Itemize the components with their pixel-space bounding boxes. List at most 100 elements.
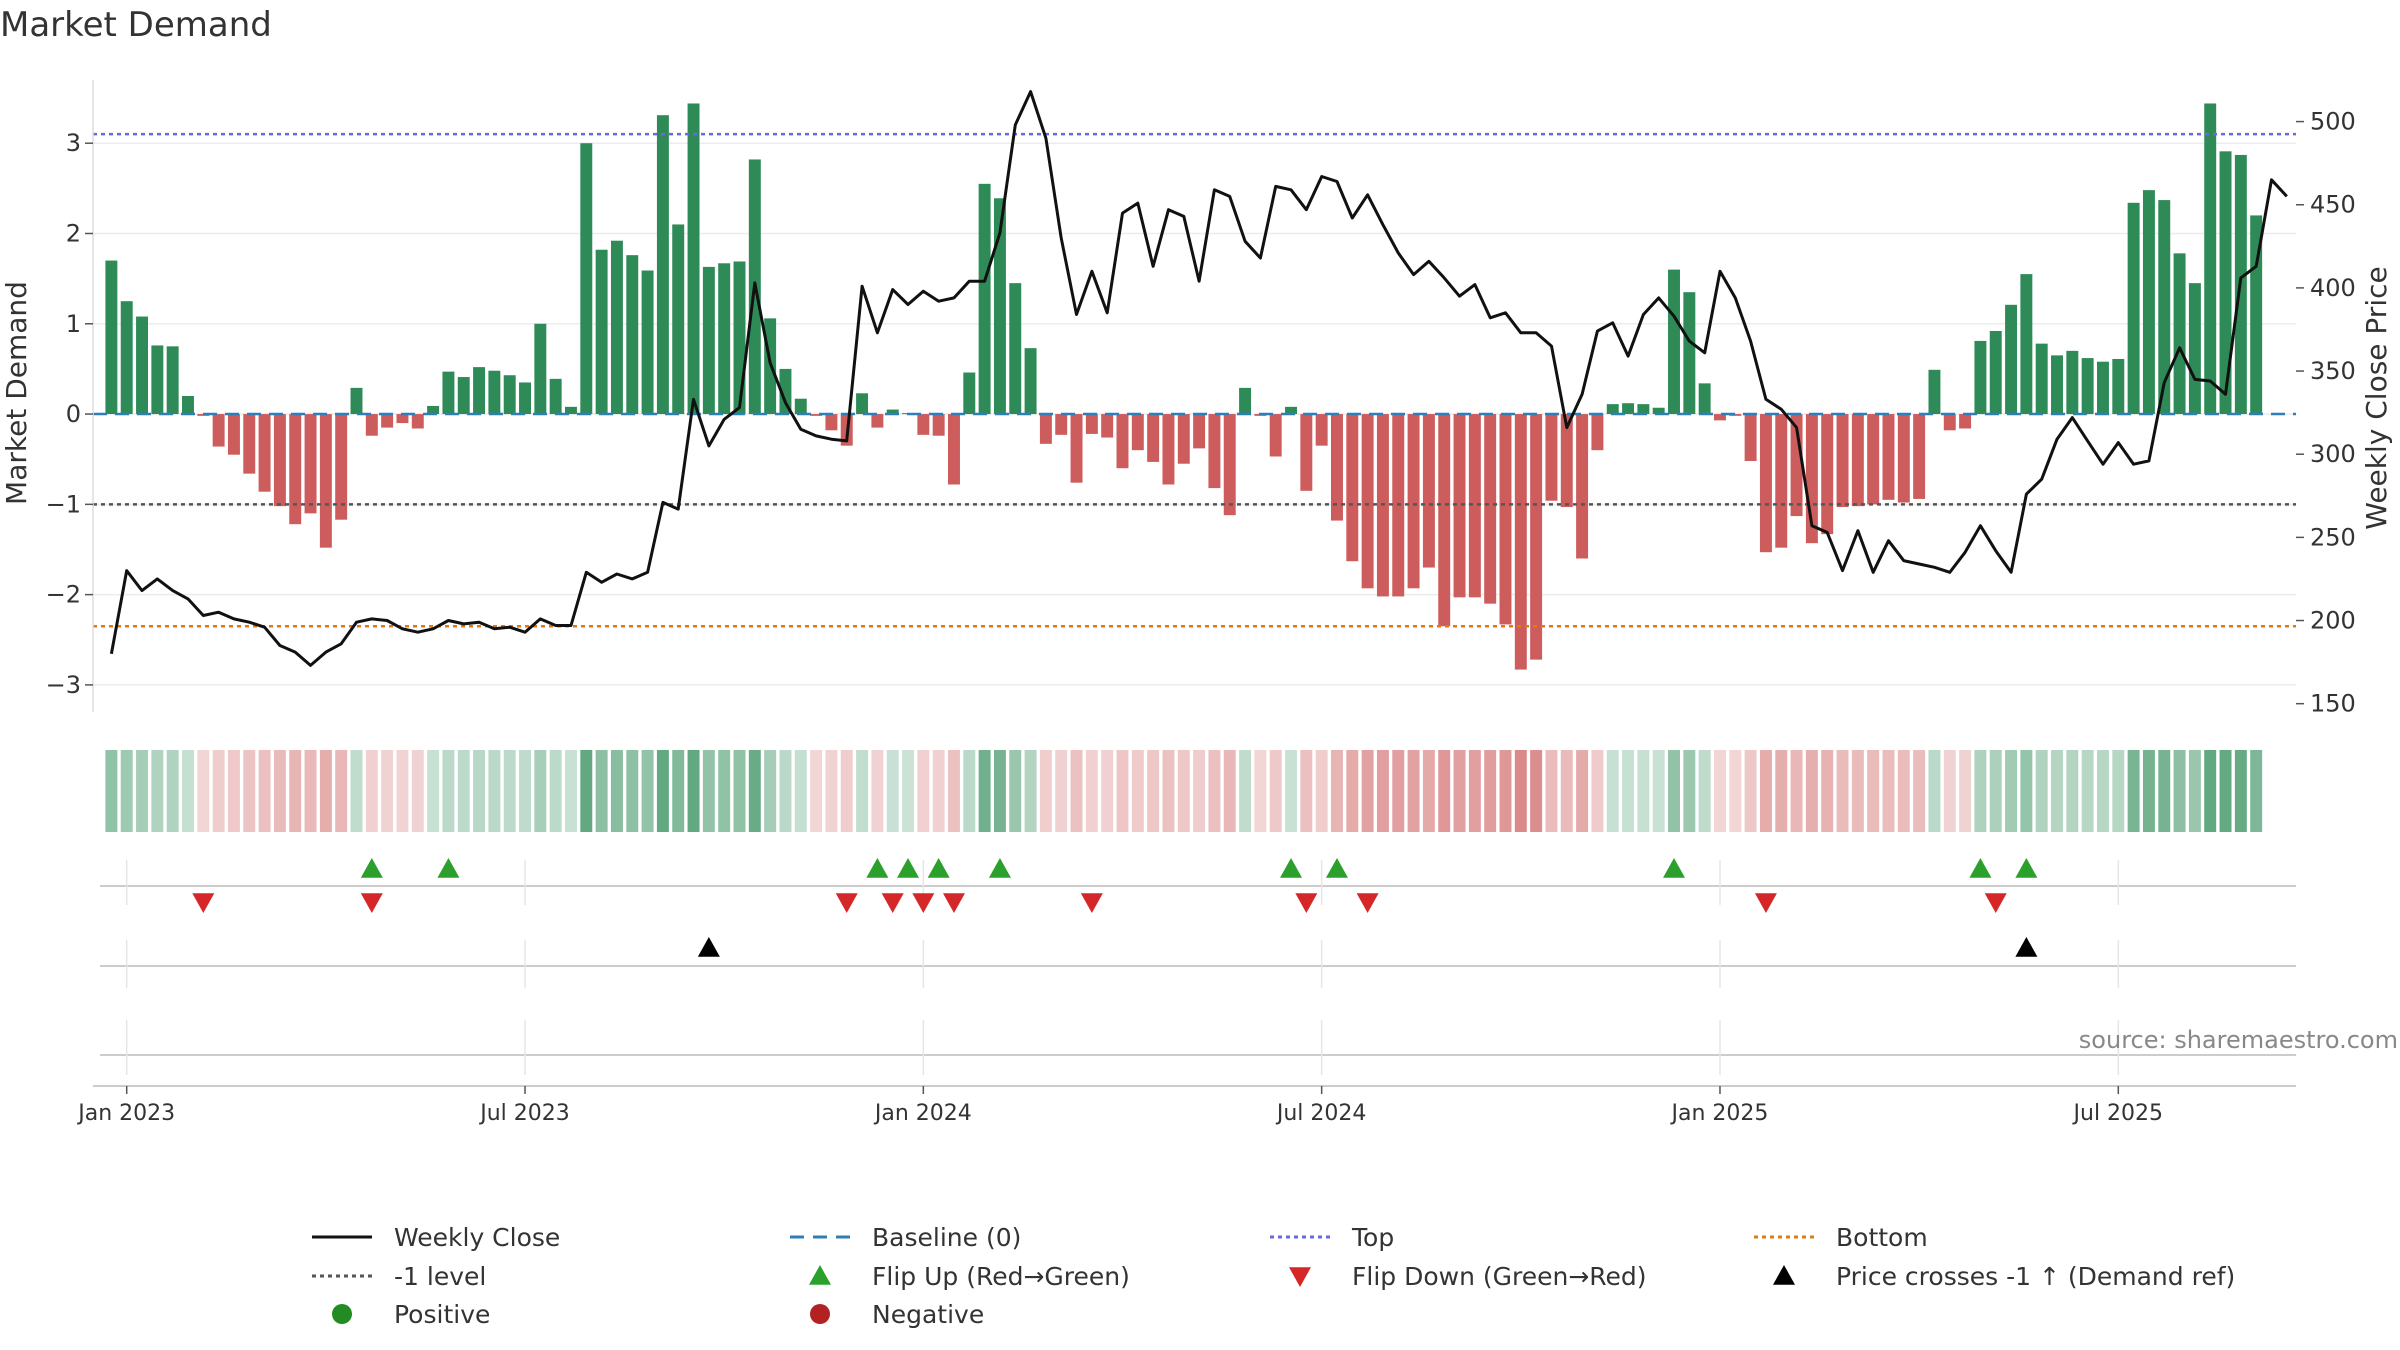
demand-bar	[565, 406, 577, 415]
x-tick-label: Jan 2023	[76, 1101, 175, 1126]
demand-bar	[1177, 414, 1190, 464]
heat-cell	[1759, 750, 1772, 832]
demand-bar	[136, 316, 148, 415]
demand-bar	[1943, 414, 1956, 431]
heat-cell	[1009, 750, 1022, 832]
heat-cell	[304, 750, 317, 832]
flip-up-marker	[897, 858, 920, 878]
demand-bar	[2066, 350, 2079, 415]
heat-cell	[1116, 750, 1129, 832]
demand-bar	[2020, 274, 2033, 415]
demand-bar	[2142, 190, 2155, 415]
demand-bar	[319, 414, 332, 548]
demand-bar	[1131, 414, 1144, 451]
demand-bar	[1974, 340, 1987, 415]
heat-cell	[1285, 750, 1297, 832]
heat-cell	[166, 750, 179, 832]
demand-bar	[1622, 403, 1635, 415]
heat-cell	[932, 750, 945, 832]
demand-bar	[1208, 414, 1221, 489]
reference-lines	[93, 132, 2296, 628]
heat-cell	[442, 750, 455, 832]
demand-bar	[1315, 414, 1328, 446]
demand-bar	[1576, 414, 1589, 559]
heat-cell	[1223, 750, 1236, 832]
demand-bar	[1085, 414, 1098, 434]
heat-cell	[2035, 750, 2048, 832]
demand-heat-strip	[105, 750, 2263, 832]
demand-bar	[549, 378, 562, 415]
demand-bar	[335, 414, 348, 520]
heat-cell	[1193, 750, 1206, 832]
demand-bar	[1775, 414, 1788, 548]
demand-bar	[656, 115, 669, 415]
demand-bar	[1851, 414, 1864, 507]
heat-cell	[1070, 750, 1083, 832]
demand-bar	[1606, 404, 1619, 415]
y-tick-label: −2	[46, 581, 81, 609]
demand-bar	[457, 377, 470, 415]
heat-cell	[1392, 750, 1405, 832]
demand-bar	[1713, 414, 1726, 421]
demand-bar	[2158, 200, 2171, 415]
y2-tick-label: 400	[2310, 274, 2356, 302]
heat-cell	[1606, 750, 1619, 832]
heat-cell	[1361, 750, 1374, 832]
heat-cell	[457, 750, 470, 832]
demand-bar	[1162, 414, 1175, 485]
legend-swatch-triangle-up	[809, 1265, 831, 1285]
demand-bar	[2250, 215, 2263, 415]
demand-bar	[1468, 414, 1481, 598]
heat-cell	[182, 750, 194, 832]
demand-bar	[794, 398, 807, 415]
heat-cell	[1438, 750, 1451, 832]
demand-bar	[932, 414, 945, 436]
heat-cell	[1867, 750, 1880, 832]
legend-item: Baseline (0)	[790, 1223, 1021, 1252]
heat-cell	[488, 750, 501, 832]
demand-bars	[105, 103, 2263, 670]
demand-bar	[151, 345, 164, 415]
heat-cell	[1943, 750, 1956, 832]
heat-cell	[2173, 750, 2186, 832]
heat-cell	[718, 750, 731, 832]
heat-cell	[1775, 750, 1788, 832]
flip-down-marker	[192, 893, 215, 913]
heat-cell	[365, 750, 378, 832]
heat-cell	[626, 750, 639, 832]
heat-cell	[1959, 750, 1972, 832]
axes: 3 2 1 0 −1 −2 −3 500 450 400 350 300 250 200 150	[46, 80, 2356, 718]
legend-item: Flip Down (Green→Red)	[1289, 1262, 1647, 1291]
heat-cell	[1913, 750, 1926, 832]
demand-bar	[978, 183, 991, 415]
heat-cell	[748, 750, 761, 832]
heat-cell	[656, 750, 669, 832]
heat-cell	[1576, 750, 1589, 832]
demand-bar	[166, 346, 179, 415]
chart-title: Market Demand	[0, 5, 272, 45]
demand-bar	[1698, 383, 1711, 415]
heat-cell	[1331, 750, 1343, 832]
x-tick-label: Jul 2025	[2072, 1101, 2164, 1126]
heat-cell	[319, 750, 332, 832]
demand-bar	[687, 103, 700, 415]
heat-cell	[565, 750, 577, 832]
heat-cell	[1177, 750, 1190, 832]
legend-swatch-circle	[332, 1304, 352, 1324]
heat-cell	[978, 750, 991, 832]
heat-cell	[1713, 750, 1726, 832]
demand-bar	[1331, 414, 1343, 521]
heat-cell	[886, 750, 899, 832]
legend-item: Top	[1270, 1223, 1394, 1252]
heat-cell	[381, 750, 394, 832]
demand-bar	[917, 414, 930, 435]
heat-cell	[1085, 750, 1098, 832]
heat-cell	[1422, 750, 1435, 832]
demand-bar	[503, 375, 516, 415]
heat-cell	[610, 750, 623, 832]
y2-tick-label: 200	[2310, 607, 2356, 635]
heat-cell	[1300, 750, 1313, 832]
flip-down-marker	[942, 893, 965, 913]
heat-cell	[1468, 750, 1481, 832]
heat-cell	[136, 750, 148, 832]
